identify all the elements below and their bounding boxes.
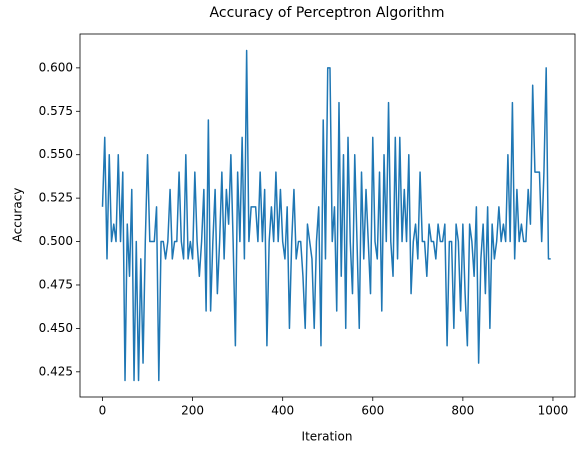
chart-title: Accuracy of Perceptron Algorithm xyxy=(210,5,445,21)
y-tick-label: 0.475 xyxy=(39,277,73,291)
y-tick-label: 0.575 xyxy=(39,104,73,118)
y-tick-label: 0.525 xyxy=(39,191,73,205)
data-line xyxy=(101,49,551,382)
y-tick-label: 0.600 xyxy=(39,60,73,74)
x-tick-label: 1000 xyxy=(538,404,569,418)
y-axis-label: Accuracy xyxy=(11,188,25,243)
plot-frame xyxy=(79,33,576,398)
x-tick-label: 600 xyxy=(361,404,384,418)
y-tick-label: 0.550 xyxy=(39,147,73,161)
x-tick-label: 400 xyxy=(271,404,294,418)
x-tick-label: 200 xyxy=(181,404,204,418)
y-tick-label: 0.500 xyxy=(39,234,73,248)
x-tick-label: 800 xyxy=(451,404,474,418)
y-tick-label: 0.450 xyxy=(39,321,73,335)
y-tick-label: 0.425 xyxy=(39,364,73,378)
x-tick-label: 0 xyxy=(99,404,107,418)
x-axis-label: Iteration xyxy=(302,430,353,444)
